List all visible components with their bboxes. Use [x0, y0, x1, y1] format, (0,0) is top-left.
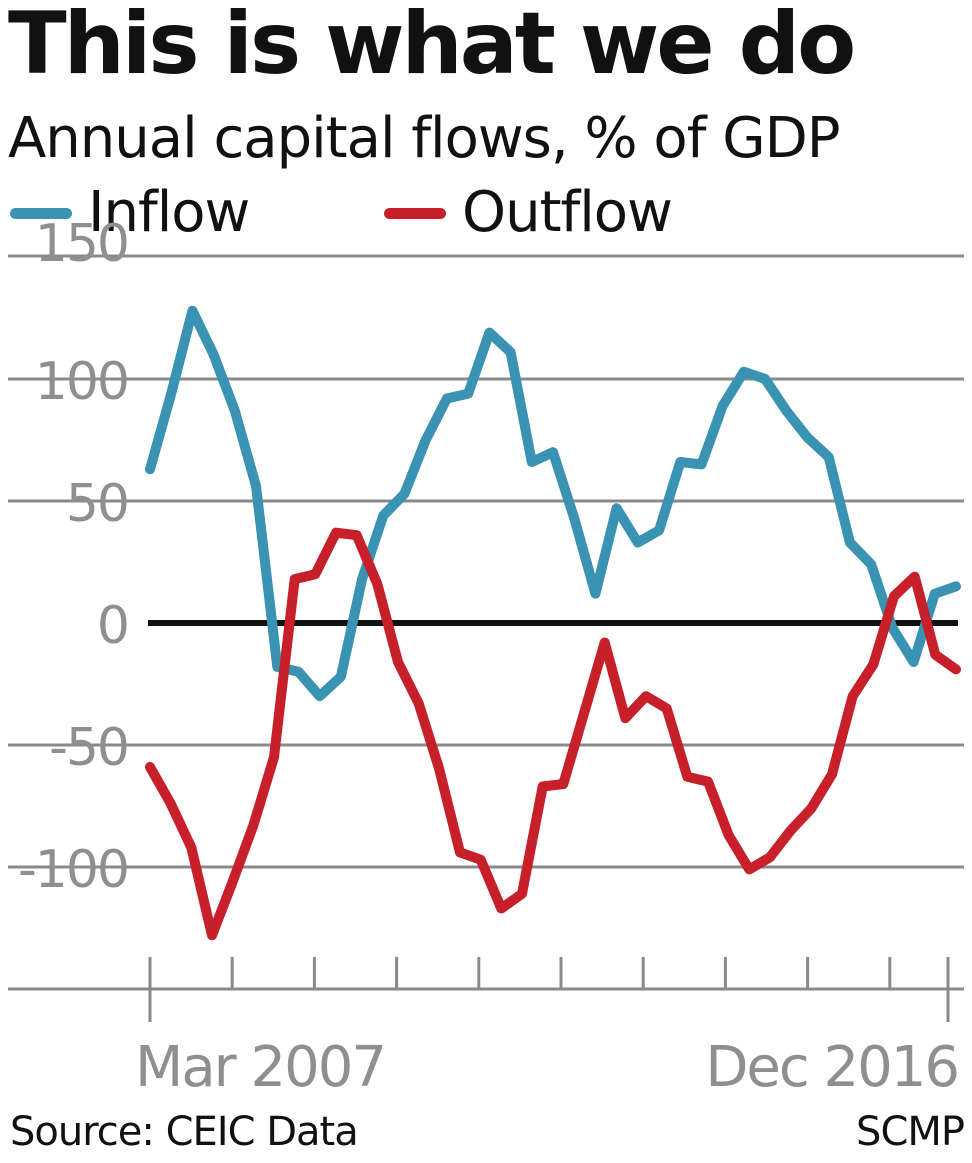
x-tick-marks — [148, 957, 950, 1022]
x-label-start: Mar 2007 — [135, 1035, 385, 1100]
series-lines — [145, 305, 961, 941]
grid-lines — [8, 254, 964, 991]
chart-subtitle: Annual capital flows, % of GDP — [8, 106, 840, 171]
legend-label-outflow: Outflow — [462, 180, 673, 245]
chart-title: This is what we do — [8, 0, 856, 94]
source-note: Source: CEIC Data — [10, 1109, 359, 1155]
y-tick-label: -50 — [49, 718, 128, 778]
legend-item-inflow: Inflow — [10, 178, 250, 248]
y-tick-label: 50 — [66, 474, 128, 534]
y-tick-label: 0 — [97, 596, 128, 656]
legend-swatch-outflow — [384, 207, 446, 219]
legend-label-inflow: Inflow — [88, 180, 250, 245]
legend-swatch-inflow — [10, 207, 72, 219]
y-tick-labels: 150 100 50 0 -50 -100 — [18, 214, 130, 900]
y-tick-label: 150 — [35, 214, 128, 274]
legend-item-outflow: Outflow — [384, 178, 673, 248]
x-label-end: Dec 2016 — [705, 1035, 958, 1100]
y-tick-label: -100 — [18, 840, 128, 900]
credit-note: SCMP — [856, 1109, 965, 1155]
series-line-inflow — [145, 305, 961, 702]
y-tick-label: 100 — [35, 352, 128, 412]
series-line-outflow — [145, 527, 961, 941]
